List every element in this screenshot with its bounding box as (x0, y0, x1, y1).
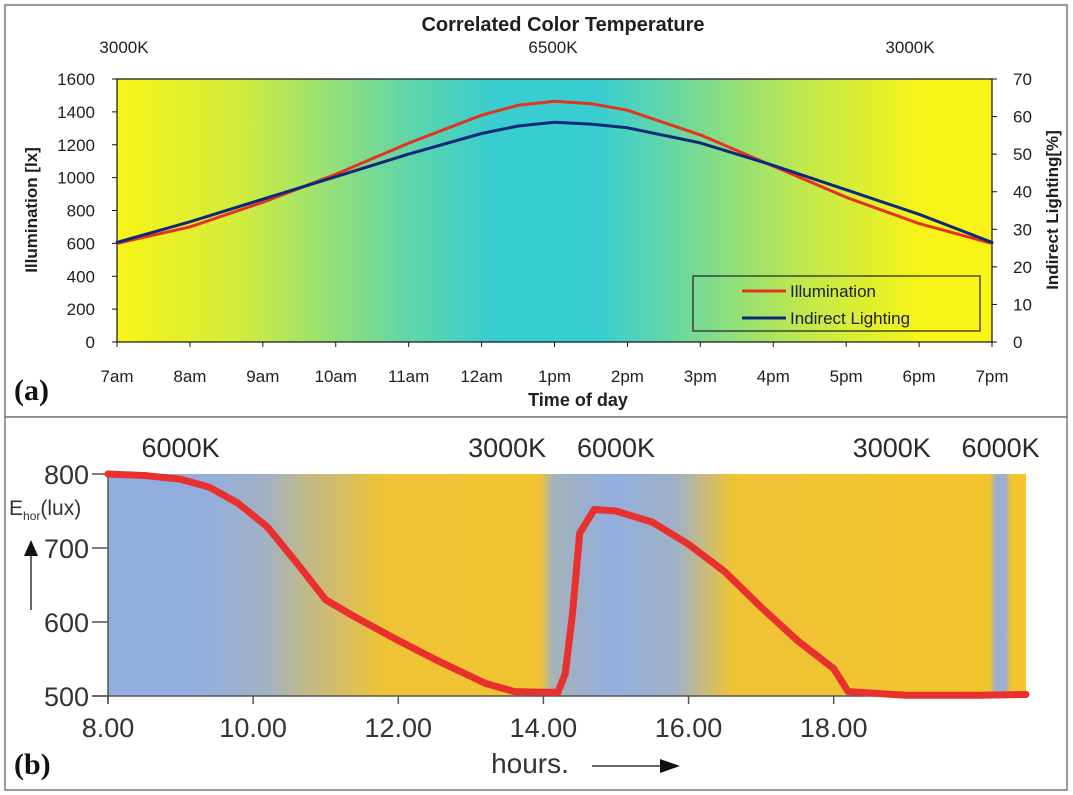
chart-a-ytick-label-right: 70 (1013, 70, 1032, 89)
chart-a-xtick-label-4pm: 4pm (757, 367, 790, 386)
chart-a-xtick-label-3pm: 3pm (684, 367, 717, 386)
chart-a-xticks: 7am 8am 9am 10am 11am 12am 1pm 2pm 3pm 4pm 5pm 6pm 7… (100, 342, 1009, 386)
chart-a-plot-background (116, 78, 993, 343)
chart-a-xtick-label-2pm: 2pm (611, 367, 644, 386)
chart-a-yticks-right: 0 10 20 30 40 50 60 70 (992, 70, 1032, 352)
panel-label-b: (b) (14, 748, 51, 781)
chart-a-cct-label-left: 3000K (99, 38, 149, 57)
chart-a-xtick-label-7pm: 7pm (975, 367, 1008, 386)
chart-a-cct-label-right: 3000K (885, 38, 935, 57)
chart-a-ytick-label-right: 40 (1013, 183, 1032, 202)
legend-label-illumination: Illumination (790, 282, 876, 301)
chart-a-ytick-label-right: 10 (1013, 295, 1032, 314)
chart-a-ytick-label-right: 50 (1013, 145, 1032, 164)
chart-b-xlabel: hours. (491, 748, 569, 779)
chart-a-xtick-label-6pm: 6pm (903, 367, 936, 386)
chart-b-cct-label-6000k: 6000K (577, 433, 655, 463)
chart-a-ytick-label-left: 1600 (57, 70, 95, 89)
chart-a-legend: Illumination Indirect Lighting (692, 275, 981, 332)
chart-a: Correlated Color Temperature 3000K 6500K… (14, 14, 1062, 410)
chart-a-xtick-label-7am: 7am (100, 367, 133, 386)
chart-b-xtick-label: 10.00 (219, 713, 287, 743)
chart-a-xtick-label-9am: 9am (246, 367, 279, 386)
chart-a-ytick-label-right: 0 (1013, 333, 1022, 352)
panel-label-a: (a) (14, 374, 49, 407)
chart-b-y-arrow (24, 540, 38, 610)
chart-b-ytick-label: 600 (44, 608, 89, 638)
chart-b-ylabel-symbol: E (9, 497, 23, 520)
chart-b-ylabel-subscript: hor (23, 509, 40, 523)
chart-a-ytick-label-left: 400 (67, 267, 95, 286)
chart-a-ylabel-right: Indirect Lighting[%] (1043, 130, 1062, 290)
chart-b-x-arrow (592, 759, 680, 773)
chart-b-xtick-label: 12.00 (364, 713, 432, 743)
chart-b-cct-label-3000k: 3000K (853, 433, 931, 463)
chart-a-ytick-label-right: 60 (1013, 108, 1032, 127)
chart-a-ylabel-left: Illumination [lx] (22, 147, 41, 273)
chart-b: 6000K 3000K 6000K 3000K 6000K 500 600 700 800 8… (9, 433, 1040, 781)
chart-b-cct-label-6000k: 6000K (962, 433, 1040, 463)
chart-a-xtick-label-5pm: 5pm (830, 367, 863, 386)
chart-b-cct-label-3000k: 3000K (468, 433, 546, 463)
chart-b-ytick-label: 500 (44, 682, 89, 712)
chart-a-ytick-label-left: 1000 (57, 169, 95, 188)
chart-b-xtick-label: 18.00 (800, 713, 868, 743)
chart-b-cct-labels: 6000K 3000K 6000K 3000K 6000K (142, 433, 1040, 463)
chart-b-xtick-label: 16.00 (655, 713, 723, 743)
chart-a-xtick-label-1pm: 1pm (538, 367, 571, 386)
chart-a-ytick-label-left: 800 (67, 202, 95, 221)
chart-b-ytick-label: 800 (44, 460, 89, 490)
series-line-eh-lux (104, 470, 1030, 699)
chart-b-xticks: 8.00 10.00 12.00 14.00 16.00 18.00 (82, 696, 868, 743)
chart-b-xtick-label: 14.00 (510, 713, 578, 743)
chart-a-ytick-label-left: 600 (67, 234, 95, 253)
chart-a-yticks-left: 0 200 400 600 800 1000 1200 1400 1600 (57, 70, 117, 352)
chart-a-series (115, 99, 994, 245)
chart-a-ytick-label-left: 0 (86, 333, 95, 352)
chart-a-ytick-label-left: 200 (67, 300, 95, 319)
chart-a-xtick-label-11am: 11am (388, 367, 429, 386)
chart-a-xlabel: Time of day (528, 390, 628, 410)
chart-a-xtick-label-10am: 10am (314, 367, 357, 386)
chart-a-ytick-label-left: 1400 (57, 103, 95, 122)
chart-b-yticks: 500 600 700 800 (44, 460, 108, 712)
chart-a-title: Correlated Color Temperature (421, 14, 704, 36)
chart-b-ytick-label: 700 (44, 534, 89, 564)
chart-a-xtick-label-12am: 12am (460, 367, 503, 386)
chart-a-ytick-label-right: 20 (1013, 258, 1032, 277)
legend-label-indirect-lighting: Indirect Lighting (790, 309, 910, 328)
chart-a-ytick-label-right: 30 (1013, 220, 1032, 239)
chart-a-ytick-label-left: 1200 (57, 136, 95, 155)
chart-b-cct-label-6000k: 6000K (142, 433, 220, 463)
chart-b-xtick-label: 8.00 (82, 713, 135, 743)
chart-a-cct-label-center: 6500K (528, 38, 578, 57)
chart-b-series (104, 470, 1030, 699)
chart-b-ylabel: Ehor(lux) (9, 497, 81, 523)
series-line-indirect-lighting (115, 120, 994, 244)
chart-a-xtick-label-8am: 8am (173, 367, 206, 386)
chart-b-ylabel-unit: (lux) (40, 497, 81, 520)
chart-a-legend-box (692, 275, 981, 332)
